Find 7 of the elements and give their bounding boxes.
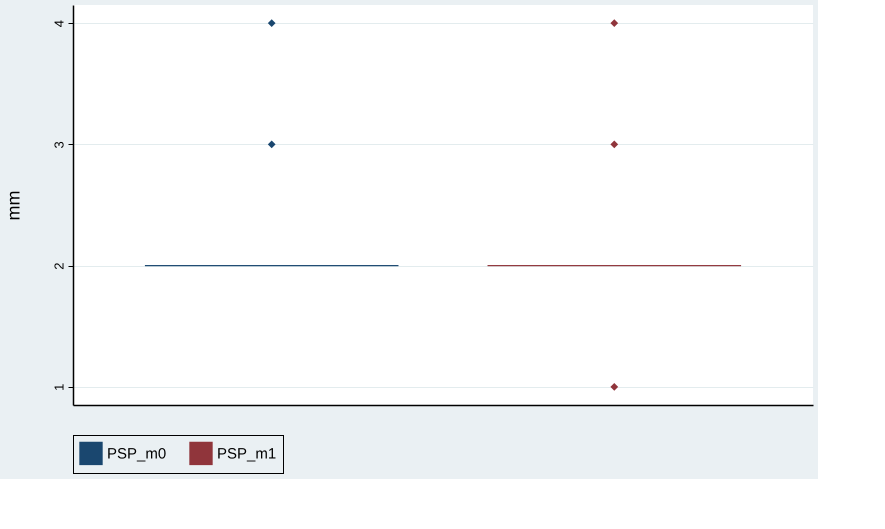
y-tick-label: 2 <box>52 262 66 270</box>
y-tick-label: 1 <box>52 384 66 391</box>
y-tick-label: 3 <box>52 141 66 149</box>
legend-label: PSP_m0 <box>107 445 166 462</box>
legend-label: PSP_m1 <box>217 445 276 462</box>
y-axis-title: mm <box>4 190 24 220</box>
y-tick-label: 4 <box>52 20 66 28</box>
